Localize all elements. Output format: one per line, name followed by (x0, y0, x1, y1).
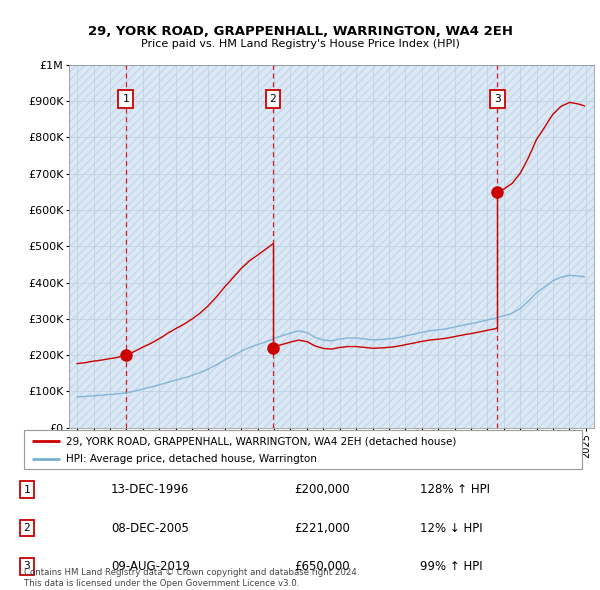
Text: £200,000: £200,000 (294, 483, 350, 496)
Text: 08-DEC-2005: 08-DEC-2005 (111, 522, 189, 535)
Text: 09-AUG-2019: 09-AUG-2019 (111, 560, 190, 573)
Text: 2: 2 (269, 94, 277, 104)
Text: Contains HM Land Registry data © Crown copyright and database right 2024.
This d: Contains HM Land Registry data © Crown c… (24, 568, 359, 588)
Text: 29, YORK ROAD, GRAPPENHALL, WARRINGTON, WA4 2EH: 29, YORK ROAD, GRAPPENHALL, WARRINGTON, … (88, 25, 512, 38)
Text: Price paid vs. HM Land Registry's House Price Index (HPI): Price paid vs. HM Land Registry's House … (140, 39, 460, 49)
Text: 1: 1 (23, 485, 31, 494)
Text: 2: 2 (23, 523, 31, 533)
Text: 29, YORK ROAD, GRAPPENHALL, WARRINGTON, WA4 2EH (detached house): 29, YORK ROAD, GRAPPENHALL, WARRINGTON, … (66, 436, 456, 446)
Text: £650,000: £650,000 (294, 560, 350, 573)
FancyBboxPatch shape (24, 430, 582, 469)
Text: 1: 1 (122, 94, 129, 104)
Text: HPI: Average price, detached house, Warrington: HPI: Average price, detached house, Warr… (66, 454, 317, 464)
Text: 3: 3 (494, 94, 500, 104)
Text: 3: 3 (23, 562, 31, 571)
Text: 13-DEC-1996: 13-DEC-1996 (111, 483, 190, 496)
Text: 12% ↓ HPI: 12% ↓ HPI (420, 522, 482, 535)
Text: £221,000: £221,000 (294, 522, 350, 535)
Text: 99% ↑ HPI: 99% ↑ HPI (420, 560, 482, 573)
Text: 128% ↑ HPI: 128% ↑ HPI (420, 483, 490, 496)
